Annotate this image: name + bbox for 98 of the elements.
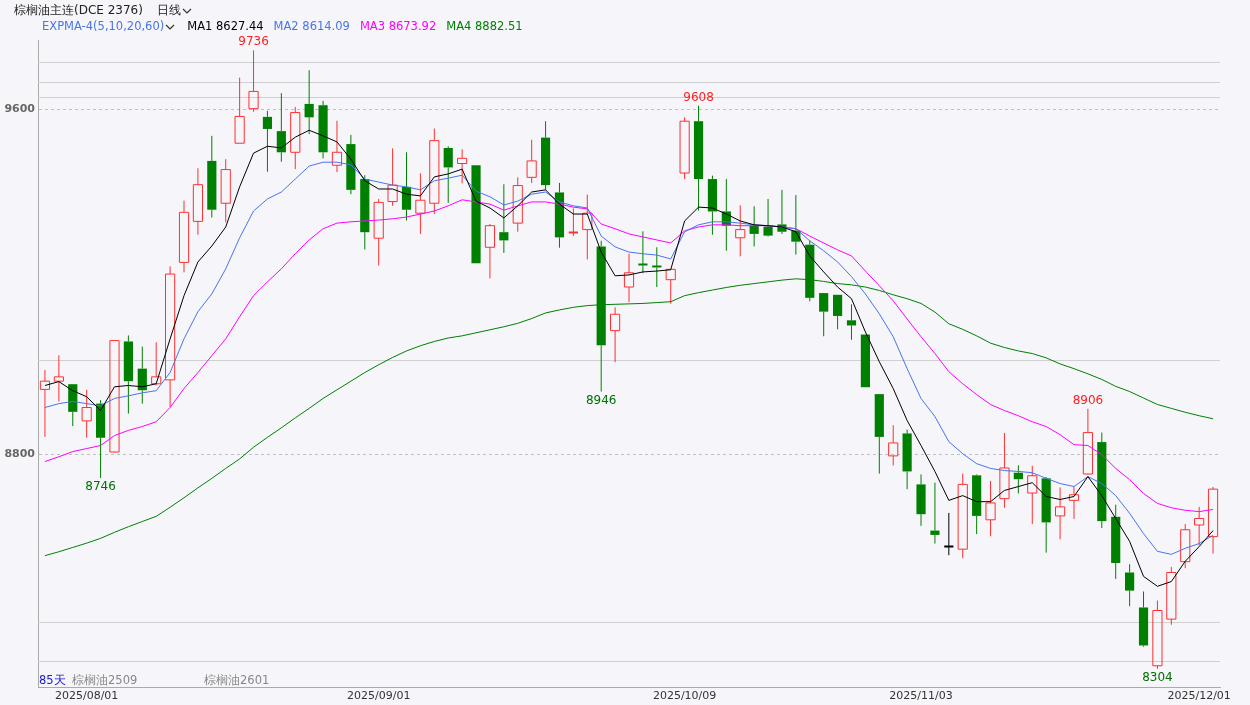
candlestick <box>916 473 926 527</box>
candlestick <box>248 49 259 113</box>
candlestick <box>457 148 468 184</box>
candlestick <box>582 194 593 260</box>
candlestick <box>735 204 746 257</box>
candlestick <box>53 354 64 402</box>
x-tick-label: 2025/09/01 <box>346 689 411 703</box>
annotation: 9736 <box>238 34 269 49</box>
candlestick <box>623 253 635 303</box>
candlestick <box>262 110 273 173</box>
x-tick-label: 2025/11/03 <box>889 689 953 703</box>
candlestick <box>637 230 649 274</box>
candlestick <box>567 207 579 237</box>
annotation: 9608 <box>683 89 714 104</box>
candlestick <box>693 105 704 212</box>
candlestick <box>512 176 523 233</box>
candlestick <box>1013 464 1023 494</box>
candlestick <box>651 246 663 288</box>
candlestick <box>819 293 829 337</box>
candlestick <box>540 120 551 191</box>
legend-title: EXPMA-4(5,10,20,60) <box>42 19 165 33</box>
candlestick <box>1125 563 1135 607</box>
candlestick <box>151 341 162 386</box>
candlestick <box>707 175 718 236</box>
candlestick <box>207 135 217 218</box>
candlestick <box>165 265 176 408</box>
candlestick <box>665 268 676 305</box>
x-tick-label: 2025/12/01 <box>1167 689 1231 703</box>
candlestick <box>1068 486 1080 520</box>
candlestick <box>401 151 412 222</box>
chart-title: 棕榈油主连(DCE 2376) <box>14 3 143 17</box>
candlestick <box>178 200 190 273</box>
chart-subtitle: 日线 <box>156 3 181 17</box>
candlestick <box>499 183 509 254</box>
candlestick <box>902 429 912 490</box>
candlestick <box>220 158 231 223</box>
text: MA1 8627.44 <box>187 19 264 33</box>
candlestick <box>290 106 301 170</box>
text: MA4 8882.51 <box>446 19 523 33</box>
x-tick-label: 2025/10/09 <box>652 689 717 703</box>
candlestick <box>610 306 621 363</box>
candlestick <box>1166 566 1177 626</box>
candlestick <box>123 334 133 415</box>
text: MA3 8673.92 <box>359 19 437 33</box>
candlestick <box>1138 590 1149 646</box>
candlestick <box>192 167 204 236</box>
candlestick <box>874 394 884 475</box>
annotation: 8746 <box>85 479 116 494</box>
candlestick <box>137 346 147 405</box>
candlestick <box>943 512 955 556</box>
annotation: 棕榈油2601 <box>204 673 270 688</box>
candlestick <box>443 145 453 204</box>
candlestick <box>846 303 857 341</box>
candlestick <box>957 473 968 559</box>
candlestick <box>1180 523 1191 569</box>
text: MA2 8614.09 <box>273 19 350 33</box>
candlestick <box>679 116 690 180</box>
candlestick <box>888 424 899 466</box>
candlestick <box>95 399 106 479</box>
candlestick <box>526 139 537 184</box>
annotation: 8304 <box>1142 669 1173 684</box>
candlestick <box>331 120 343 173</box>
candlestick <box>415 172 426 235</box>
candlestick <box>999 432 1010 509</box>
candlestick <box>346 134 356 195</box>
candlestick <box>1152 600 1163 670</box>
candlestick <box>39 369 51 438</box>
annotation: 8906 <box>1072 392 1104 407</box>
candlestick <box>360 174 370 250</box>
candlestick <box>1111 504 1121 580</box>
candlestick <box>972 475 982 535</box>
x-tick-label: 2025/08/01 <box>54 689 119 703</box>
y-tick-label: 8800 <box>4 447 36 461</box>
y-tick-label: 9600 <box>4 101 36 115</box>
candlestick <box>1041 478 1051 554</box>
candlestick <box>1027 465 1038 525</box>
candlestick <box>930 482 940 545</box>
candlestick <box>985 480 996 537</box>
candlestick <box>1207 486 1219 554</box>
candlestick <box>304 69 314 135</box>
candlestick <box>387 147 398 207</box>
candlestick <box>373 198 384 266</box>
candlestick <box>763 198 773 236</box>
annotation: 85天 <box>39 673 66 688</box>
annotation: 棕榈油2509 <box>72 673 138 688</box>
candlestick <box>1194 506 1205 546</box>
candlestick <box>276 92 286 163</box>
annotation: 8946 <box>585 392 617 407</box>
candlestick <box>234 77 245 144</box>
candlestick <box>749 205 759 247</box>
candlestick <box>1082 408 1093 475</box>
candlestick <box>1097 432 1107 529</box>
candlestick <box>1054 486 1066 540</box>
candlestick <box>318 100 328 159</box>
candlestick <box>484 223 496 279</box>
candlestick <box>833 294 843 330</box>
candlestick <box>81 389 92 439</box>
candlestick <box>429 128 440 215</box>
